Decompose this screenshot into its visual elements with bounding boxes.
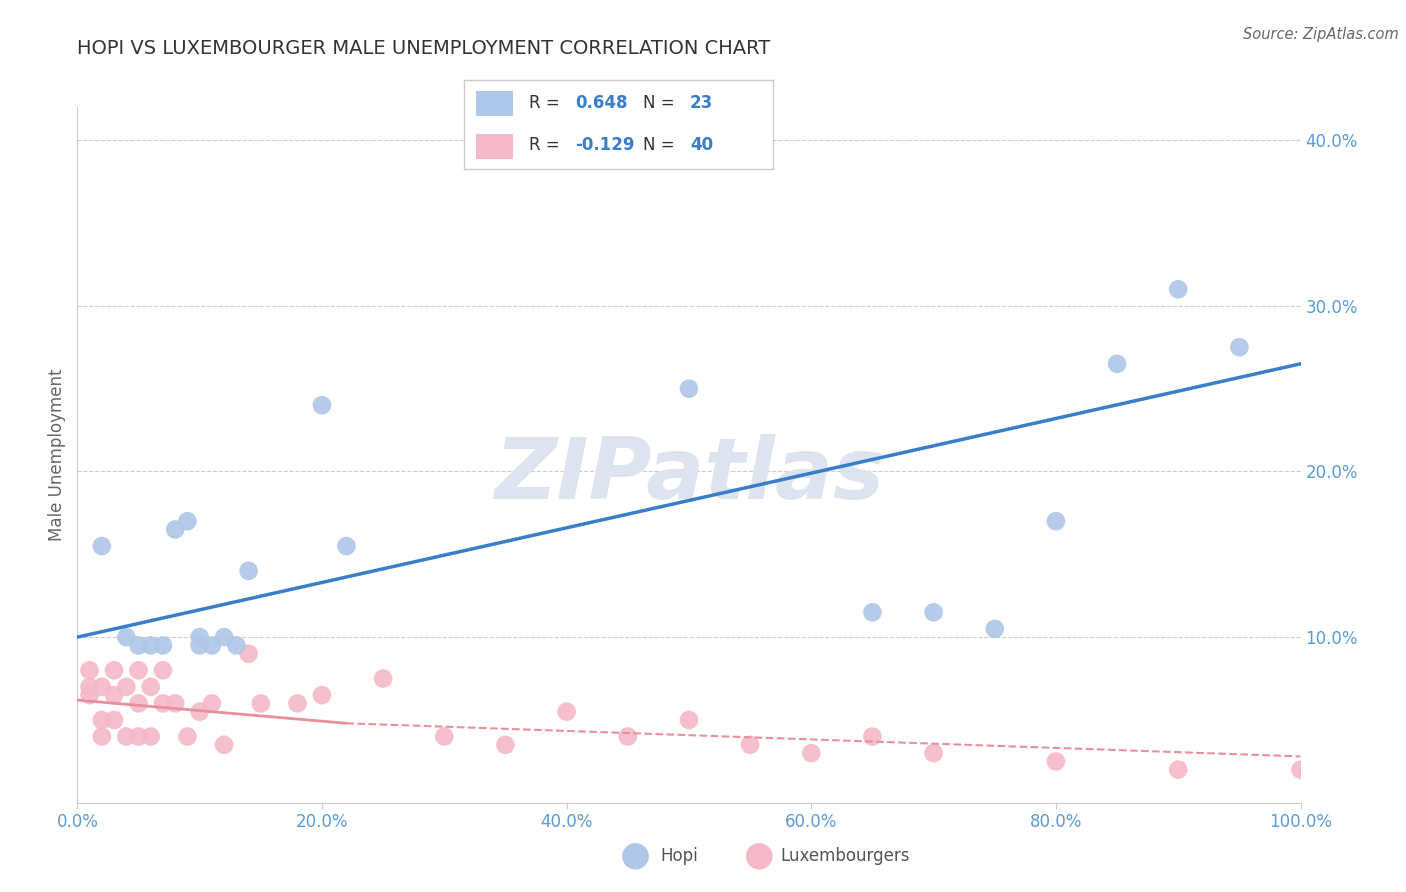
Point [139, 639, 162, 653]
Point [225, 639, 247, 653]
Point [127, 639, 149, 653]
Point [188, 630, 211, 644]
Point [152, 663, 174, 677]
Point [103, 663, 125, 677]
Point [1107, 357, 1129, 371]
Point [127, 697, 149, 711]
Point [1289, 763, 1312, 777]
Point [311, 688, 333, 702]
Point [188, 705, 211, 719]
Point [79, 688, 101, 702]
Point [617, 730, 640, 744]
Point [311, 398, 333, 412]
Point [1167, 763, 1189, 777]
FancyBboxPatch shape [477, 134, 513, 159]
Point [127, 730, 149, 744]
Point [152, 697, 174, 711]
Point [1045, 514, 1067, 528]
Point [176, 514, 198, 528]
Text: Source: ZipAtlas.com: Source: ZipAtlas.com [1243, 27, 1399, 42]
Text: 40: 40 [690, 136, 713, 153]
Point [79, 663, 101, 677]
Point [90, 730, 112, 744]
Point [90, 713, 112, 727]
Point [678, 382, 700, 396]
Point [335, 539, 357, 553]
Text: ZIPatlas: ZIPatlas [494, 434, 884, 517]
Point [212, 630, 235, 644]
Point [115, 730, 138, 744]
Point [139, 680, 162, 694]
Point [922, 605, 945, 619]
Point [984, 622, 1007, 636]
Point [800, 746, 823, 760]
Point [495, 738, 517, 752]
Point [555, 705, 578, 719]
Point [115, 630, 138, 644]
Point [165, 523, 187, 537]
Point [862, 605, 884, 619]
Point [238, 564, 260, 578]
Text: Hopi: Hopi [661, 847, 699, 865]
Point [250, 697, 273, 711]
Point [740, 738, 762, 752]
Text: Luxembourgers: Luxembourgers [780, 847, 910, 865]
Point [212, 738, 235, 752]
Point [433, 730, 456, 744]
Point [201, 697, 224, 711]
Text: N =: N = [644, 94, 681, 112]
Text: 23: 23 [690, 94, 713, 112]
FancyBboxPatch shape [477, 91, 513, 116]
Point [922, 746, 945, 760]
Point [103, 713, 125, 727]
Text: R =: R = [529, 136, 565, 153]
Point [127, 663, 149, 677]
Text: HOPI VS LUXEMBOURGER MALE UNEMPLOYMENT CORRELATION CHART: HOPI VS LUXEMBOURGER MALE UNEMPLOYMENT C… [77, 39, 770, 58]
Point [139, 730, 162, 744]
Point [152, 639, 174, 653]
Y-axis label: Male Unemployment: Male Unemployment [48, 368, 66, 541]
Point [371, 672, 394, 686]
Point [90, 539, 112, 553]
Point [238, 647, 260, 661]
Point [1045, 755, 1067, 769]
Point [176, 730, 198, 744]
Text: -0.129: -0.129 [575, 136, 636, 153]
Point [188, 639, 211, 653]
Point [1229, 340, 1251, 354]
Point [79, 680, 101, 694]
Point [1167, 282, 1189, 296]
Point [678, 713, 700, 727]
Text: R =: R = [529, 94, 565, 112]
Point [862, 730, 884, 744]
Point [90, 680, 112, 694]
Point [201, 639, 224, 653]
Point [287, 697, 309, 711]
Text: N =: N = [644, 136, 681, 153]
Point [103, 688, 125, 702]
Point [165, 697, 187, 711]
Point [115, 680, 138, 694]
Text: 0.648: 0.648 [575, 94, 628, 112]
